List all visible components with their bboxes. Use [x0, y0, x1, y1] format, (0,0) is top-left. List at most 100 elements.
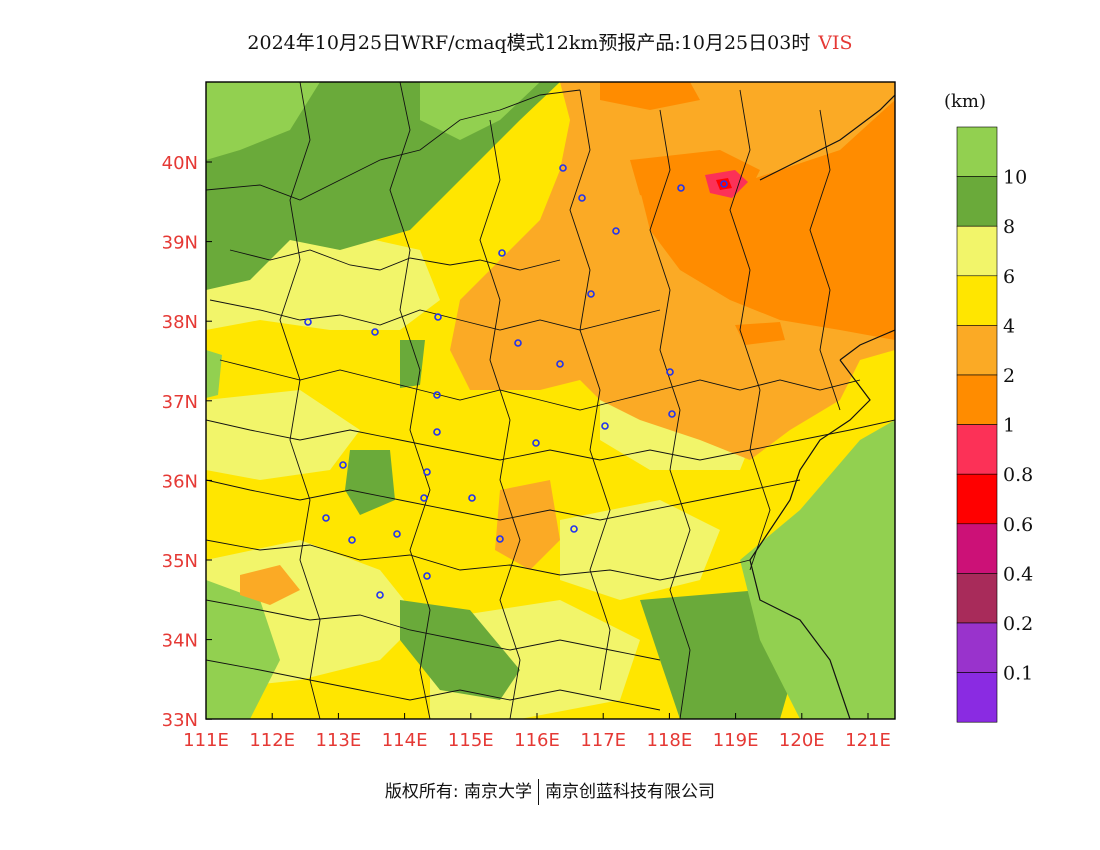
city-marker: [433, 391, 441, 399]
city-marker: [556, 360, 564, 368]
footer-separator: [538, 779, 540, 805]
city-marker: [339, 461, 347, 469]
x-tick-label: 117E: [580, 730, 626, 751]
x-tick-label: 120E: [779, 730, 825, 751]
legend-level-label: 0.4: [1003, 563, 1033, 585]
legend-swatch: [956, 275, 998, 326]
legend-swatch: [956, 473, 998, 525]
legend-swatch: [956, 126, 998, 177]
city-marker: [720, 180, 728, 188]
x-tick-label: 113E: [316, 730, 362, 751]
x-tick-label: 114E: [382, 730, 428, 751]
visibility-field: [206, 82, 895, 719]
x-tick-label: 115E: [448, 730, 494, 751]
y-tick-label: 40N: [162, 153, 198, 174]
y-tick-label: 38N: [162, 312, 198, 333]
legend-swatch: [956, 622, 998, 673]
city-marker: [514, 339, 522, 347]
city-marker: [433, 428, 441, 436]
city-marker: [393, 530, 401, 538]
legend-swatch: [956, 424, 998, 475]
field-gt10-patch: [206, 350, 222, 398]
city-marker: [612, 227, 620, 235]
color-legend: 10 8 6 4 2 1 0.8 0.6 0.4 0.2 0.1: [956, 126, 1033, 723]
x-tick-label: 112E: [249, 730, 295, 751]
y-tick-label: 34N: [162, 631, 198, 652]
city-marker: [423, 468, 431, 476]
x-tick-label: 111E: [183, 730, 229, 751]
city-marker: [304, 318, 312, 326]
admin-boundaries: [206, 82, 895, 719]
field-1-2-north: [600, 82, 700, 110]
legend-swatch: [956, 176, 998, 227]
copyright-footer: 版权所有: 南京大学 南京创蓝科技有限公司: [0, 777, 1100, 805]
city-marker: [666, 368, 674, 376]
legend-swatch: [956, 573, 998, 624]
city-marker: [371, 328, 379, 336]
legend-unit: (km): [944, 91, 986, 112]
legend-level-label: 1: [1003, 415, 1015, 437]
title-main: 2024年10月25日WRF/cmaq模式12km预报产品:10月25日03时: [247, 32, 811, 54]
city-marker: [322, 514, 330, 522]
city-marker: [559, 164, 567, 172]
legend-swatch: [956, 225, 998, 277]
legend-swatch: [956, 523, 998, 574]
legend-level-label: 0.6: [1003, 514, 1033, 536]
chart-title: 2024年10月25日WRF/cmaq模式12km预报产品:10月25日03时 V…: [0, 28, 1100, 55]
field-gt10-nw-corner: [206, 82, 320, 160]
x-tick-label: 116E: [514, 730, 560, 751]
field-2-4-west: [240, 565, 300, 605]
legend-swatch: [956, 374, 998, 425]
legend-level-label: 2: [1003, 365, 1015, 387]
footer-left: 版权所有: 南京大学: [384, 782, 533, 802]
city-markers: [304, 164, 728, 599]
y-tick-label: 35N: [162, 551, 198, 572]
city-marker: [423, 572, 431, 580]
field-8-10-patch: [345, 450, 395, 515]
city-marker: [376, 591, 384, 599]
legend-level-label: 0.2: [1003, 613, 1033, 635]
title-variable: VIS: [818, 32, 853, 54]
y-tick-label: 33N: [162, 710, 198, 731]
field-0.6-0.8: [716, 178, 732, 190]
legend-level-label: 0.1: [1003, 663, 1033, 685]
legend-level-label: 4: [1003, 315, 1015, 337]
field-gt10-sea: [740, 420, 895, 719]
city-marker: [434, 313, 442, 321]
city-marker: [468, 494, 476, 502]
y-tick-label: 37N: [162, 392, 198, 413]
city-marker: [587, 290, 595, 298]
field-8-10-south: [400, 600, 520, 700]
axis-ticks: 111E 112E 113E 114E 115E 116E 117E 118E 119E 120E…: [162, 153, 891, 751]
field-2-4-central: [495, 480, 560, 570]
field-gt10-sw: [206, 580, 280, 719]
x-tick-label: 119E: [713, 730, 759, 751]
field-6-8-se: [560, 500, 720, 600]
legend-level-label: 0.8: [1003, 464, 1033, 486]
city-marker: [677, 184, 685, 192]
city-marker: [668, 410, 676, 418]
field-gt10-north: [420, 82, 540, 140]
legend-swatch: [956, 325, 998, 376]
field-1-2-patch: [735, 322, 785, 345]
city-marker: [496, 535, 504, 543]
y-tick-label: 39N: [162, 233, 198, 254]
field-6-8-west: [206, 390, 360, 480]
legend-level-label: 10: [1003, 167, 1027, 189]
city-marker: [570, 525, 578, 533]
city-marker: [532, 439, 540, 447]
y-tick-label: 36N: [162, 471, 198, 492]
legend-swatch: [956, 672, 998, 723]
x-tick-label: 121E: [845, 730, 891, 751]
legend-level-label: 8: [1003, 216, 1015, 238]
legend-level-label: 6: [1003, 266, 1015, 288]
city-marker: [420, 494, 428, 502]
city-marker: [348, 536, 356, 544]
field-1-2-coastal: [640, 100, 895, 340]
city-marker: [498, 249, 506, 257]
city-marker: [578, 194, 586, 202]
city-marker: [601, 422, 609, 430]
x-tick-label: 118E: [647, 730, 693, 751]
footer-right: 南京创蓝科技有限公司: [545, 782, 716, 802]
